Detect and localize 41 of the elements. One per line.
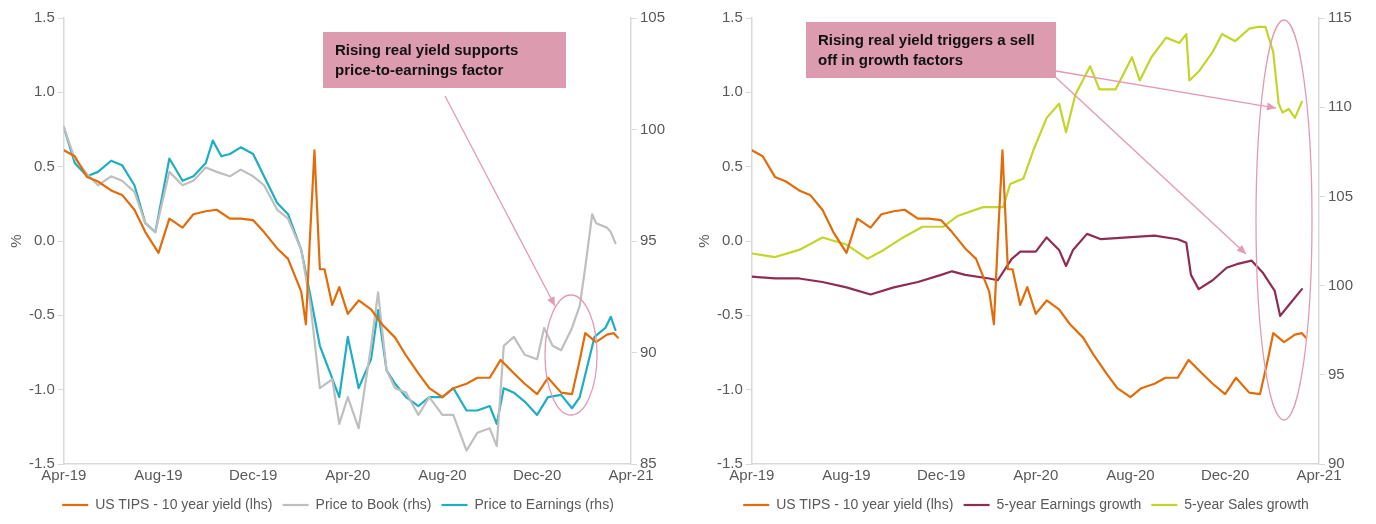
legend-label: Price to Book (rhs) [315,495,432,512]
y2-tick-label: 100 [1327,275,1353,293]
x-tick-label: Dec-20 [1200,466,1250,484]
y-axis-title: % [7,234,25,248]
y-tick-label: -0.5 [716,305,743,323]
y-axis-title: % [695,234,713,248]
y2-tick-label: 95 [1327,364,1345,382]
y-tick-label: 0.5 [721,156,743,174]
legend-label: Price to Earnings (rhs) [474,495,614,512]
x-tick-label: Aug-20 [418,466,467,484]
y2-tick-label: 105 [639,8,665,26]
x-tick-label: Dec-20 [512,466,562,484]
x-tick-label: Aug-19 [134,466,183,484]
y-tick-label: 0.5 [33,156,55,174]
y-tick-label: -0.5 [28,305,55,323]
y-tick-label: 1.5 [721,8,743,26]
x-tick-label: Apr-20 [1013,466,1059,484]
legend-label: 5-year Earnings growth [996,495,1142,512]
callout-box: Rising real yield triggers a sell off in growth factors [806,22,1056,78]
callout-box: Rising real yield supports price-to-earnings factor [323,32,566,88]
x-tick-label: Aug-19 [822,466,871,484]
x-tick-label: Dec-19 [228,466,278,484]
y-tick-label: 1.0 [721,82,743,100]
y2-tick-label: 100 [639,119,665,137]
x-tick-label: Apr-20 [325,466,371,484]
y2-tick-label: 90 [639,342,657,360]
y2-tick-label: 115 [1327,8,1352,26]
y2-tick-label: 95 [639,231,657,249]
y-tick-label: 0.0 [721,231,743,249]
x-tick-label: Dec-19 [916,466,966,484]
x-tick-label: Aug-20 [1106,466,1155,484]
y-tick-label: 1.0 [33,82,55,100]
y2-tick-label: 110 [1327,97,1352,115]
legend-label: US TIPS - 10 year yield (lhs) [95,495,273,512]
legend-label: 5-year Sales growth [1184,495,1309,512]
y-tick-label: 0.0 [33,231,55,249]
y2-tick-label: 105 [1327,186,1353,204]
y-tick-label: -1.0 [28,379,55,397]
y-tick-label: -1.0 [716,379,743,397]
y-tick-label: 1.5 [33,8,55,26]
legend-label: US TIPS - 10 year yield (lhs) [776,495,954,512]
